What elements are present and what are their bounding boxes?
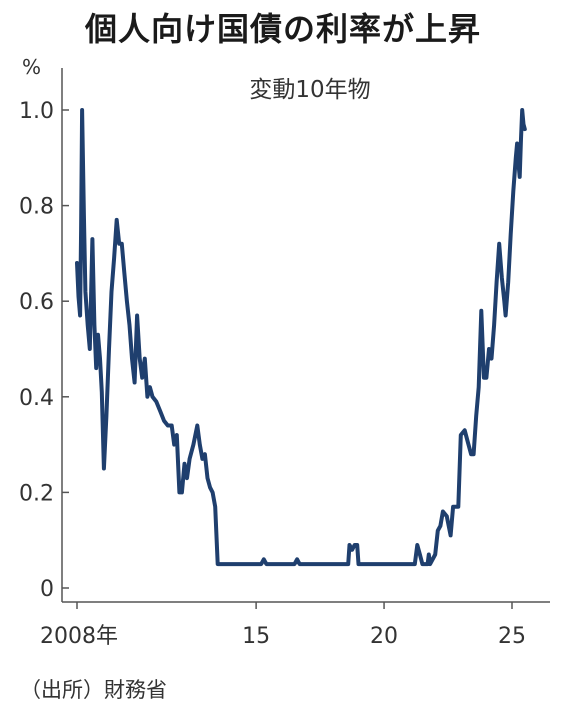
- chart-subtitle: 変動10年物: [249, 77, 371, 103]
- y-tick-label-2: 0.4: [19, 386, 54, 411]
- x-tick-label-1: 15: [242, 624, 270, 649]
- y-tick-label-4: 0.8: [19, 195, 54, 220]
- y-tick-label-0: 0: [40, 577, 54, 602]
- x-tick-label-3: 25: [498, 624, 526, 649]
- source-note: （出所）財務省: [20, 678, 167, 702]
- y-tick-label-3: 0.6: [19, 290, 54, 315]
- y-tick-label-5: 1.0: [19, 99, 54, 124]
- chart-title: 個人向け国債の利率が上昇: [84, 10, 481, 48]
- x-tick-label-0: 2008年: [40, 624, 118, 649]
- x-tick-label-2: 20: [370, 624, 398, 649]
- y-tick-label-1: 0.2: [19, 481, 54, 506]
- y-axis-unit: %: [22, 55, 42, 79]
- series-line-0: [75, 108, 527, 567]
